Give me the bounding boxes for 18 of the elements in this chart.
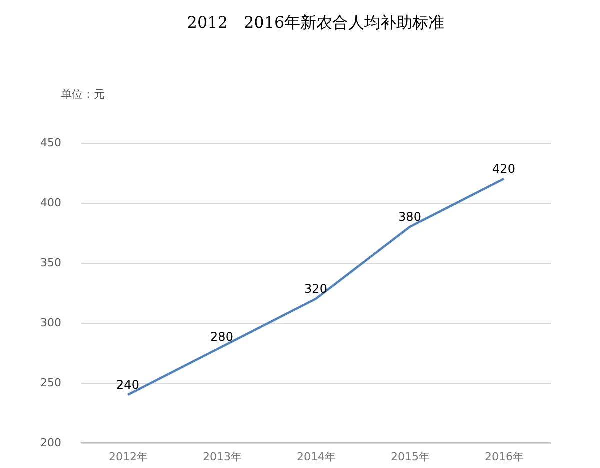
data-label: 380	[398, 210, 422, 224]
x-tick-label: 2013年	[203, 450, 242, 464]
y-tick-label: 200	[40, 436, 62, 450]
data-label: 320	[304, 282, 328, 296]
x-tick-label: 2014年	[297, 450, 336, 464]
x-tick-label: 2015年	[391, 450, 430, 464]
text: 单位：元	[61, 88, 105, 101]
data-label: 420	[492, 162, 516, 176]
x-tick-label: 2012年	[109, 450, 148, 464]
data-label: 240	[116, 378, 140, 392]
chart-title: 2012 2016年新农合人均补助标准	[187, 13, 445, 32]
x-tick-label: 2016年	[485, 450, 524, 464]
data-label: 280	[210, 330, 234, 344]
y-tick-label: 300	[40, 316, 62, 330]
y-tick-label: 350	[40, 256, 62, 270]
y-tick-label: 250	[40, 376, 62, 390]
y-tick-label: 450	[40, 136, 62, 150]
y-tick-label: 400	[40, 196, 62, 210]
